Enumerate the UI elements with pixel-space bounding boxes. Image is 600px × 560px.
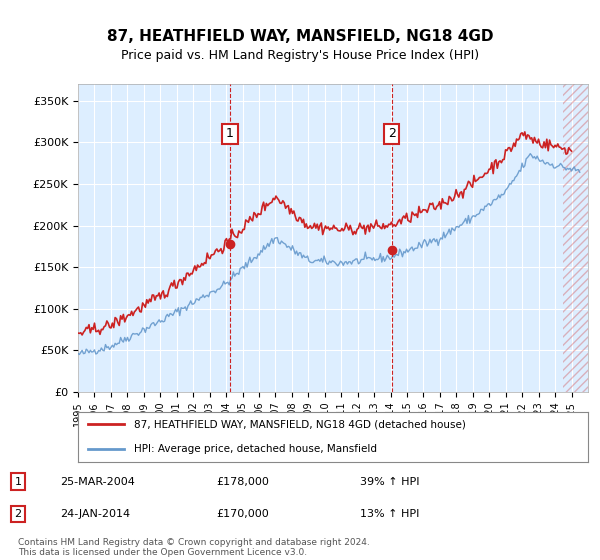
Text: 1: 1: [14, 477, 22, 487]
Text: 25-MAR-2004: 25-MAR-2004: [60, 477, 135, 487]
Text: 87, HEATHFIELD WAY, MANSFIELD, NG18 4GD (detached house): 87, HEATHFIELD WAY, MANSFIELD, NG18 4GD …: [134, 419, 466, 429]
Text: 24-JAN-2014: 24-JAN-2014: [60, 509, 130, 519]
Text: £170,000: £170,000: [216, 509, 269, 519]
Text: 2: 2: [388, 128, 395, 141]
Text: Price paid vs. HM Land Registry's House Price Index (HPI): Price paid vs. HM Land Registry's House …: [121, 49, 479, 63]
Text: 2: 2: [14, 509, 22, 519]
Bar: [563, 84, 588, 392]
Text: Contains HM Land Registry data © Crown copyright and database right 2024.
This d: Contains HM Land Registry data © Crown c…: [18, 538, 370, 557]
Text: 39% ↑ HPI: 39% ↑ HPI: [360, 477, 419, 487]
Text: £178,000: £178,000: [216, 477, 269, 487]
Text: 1: 1: [226, 128, 234, 141]
Text: HPI: Average price, detached house, Mansfield: HPI: Average price, detached house, Mans…: [134, 445, 377, 454]
Text: 87, HEATHFIELD WAY, MANSFIELD, NG18 4GD: 87, HEATHFIELD WAY, MANSFIELD, NG18 4GD: [107, 29, 493, 44]
Text: 13% ↑ HPI: 13% ↑ HPI: [360, 509, 419, 519]
